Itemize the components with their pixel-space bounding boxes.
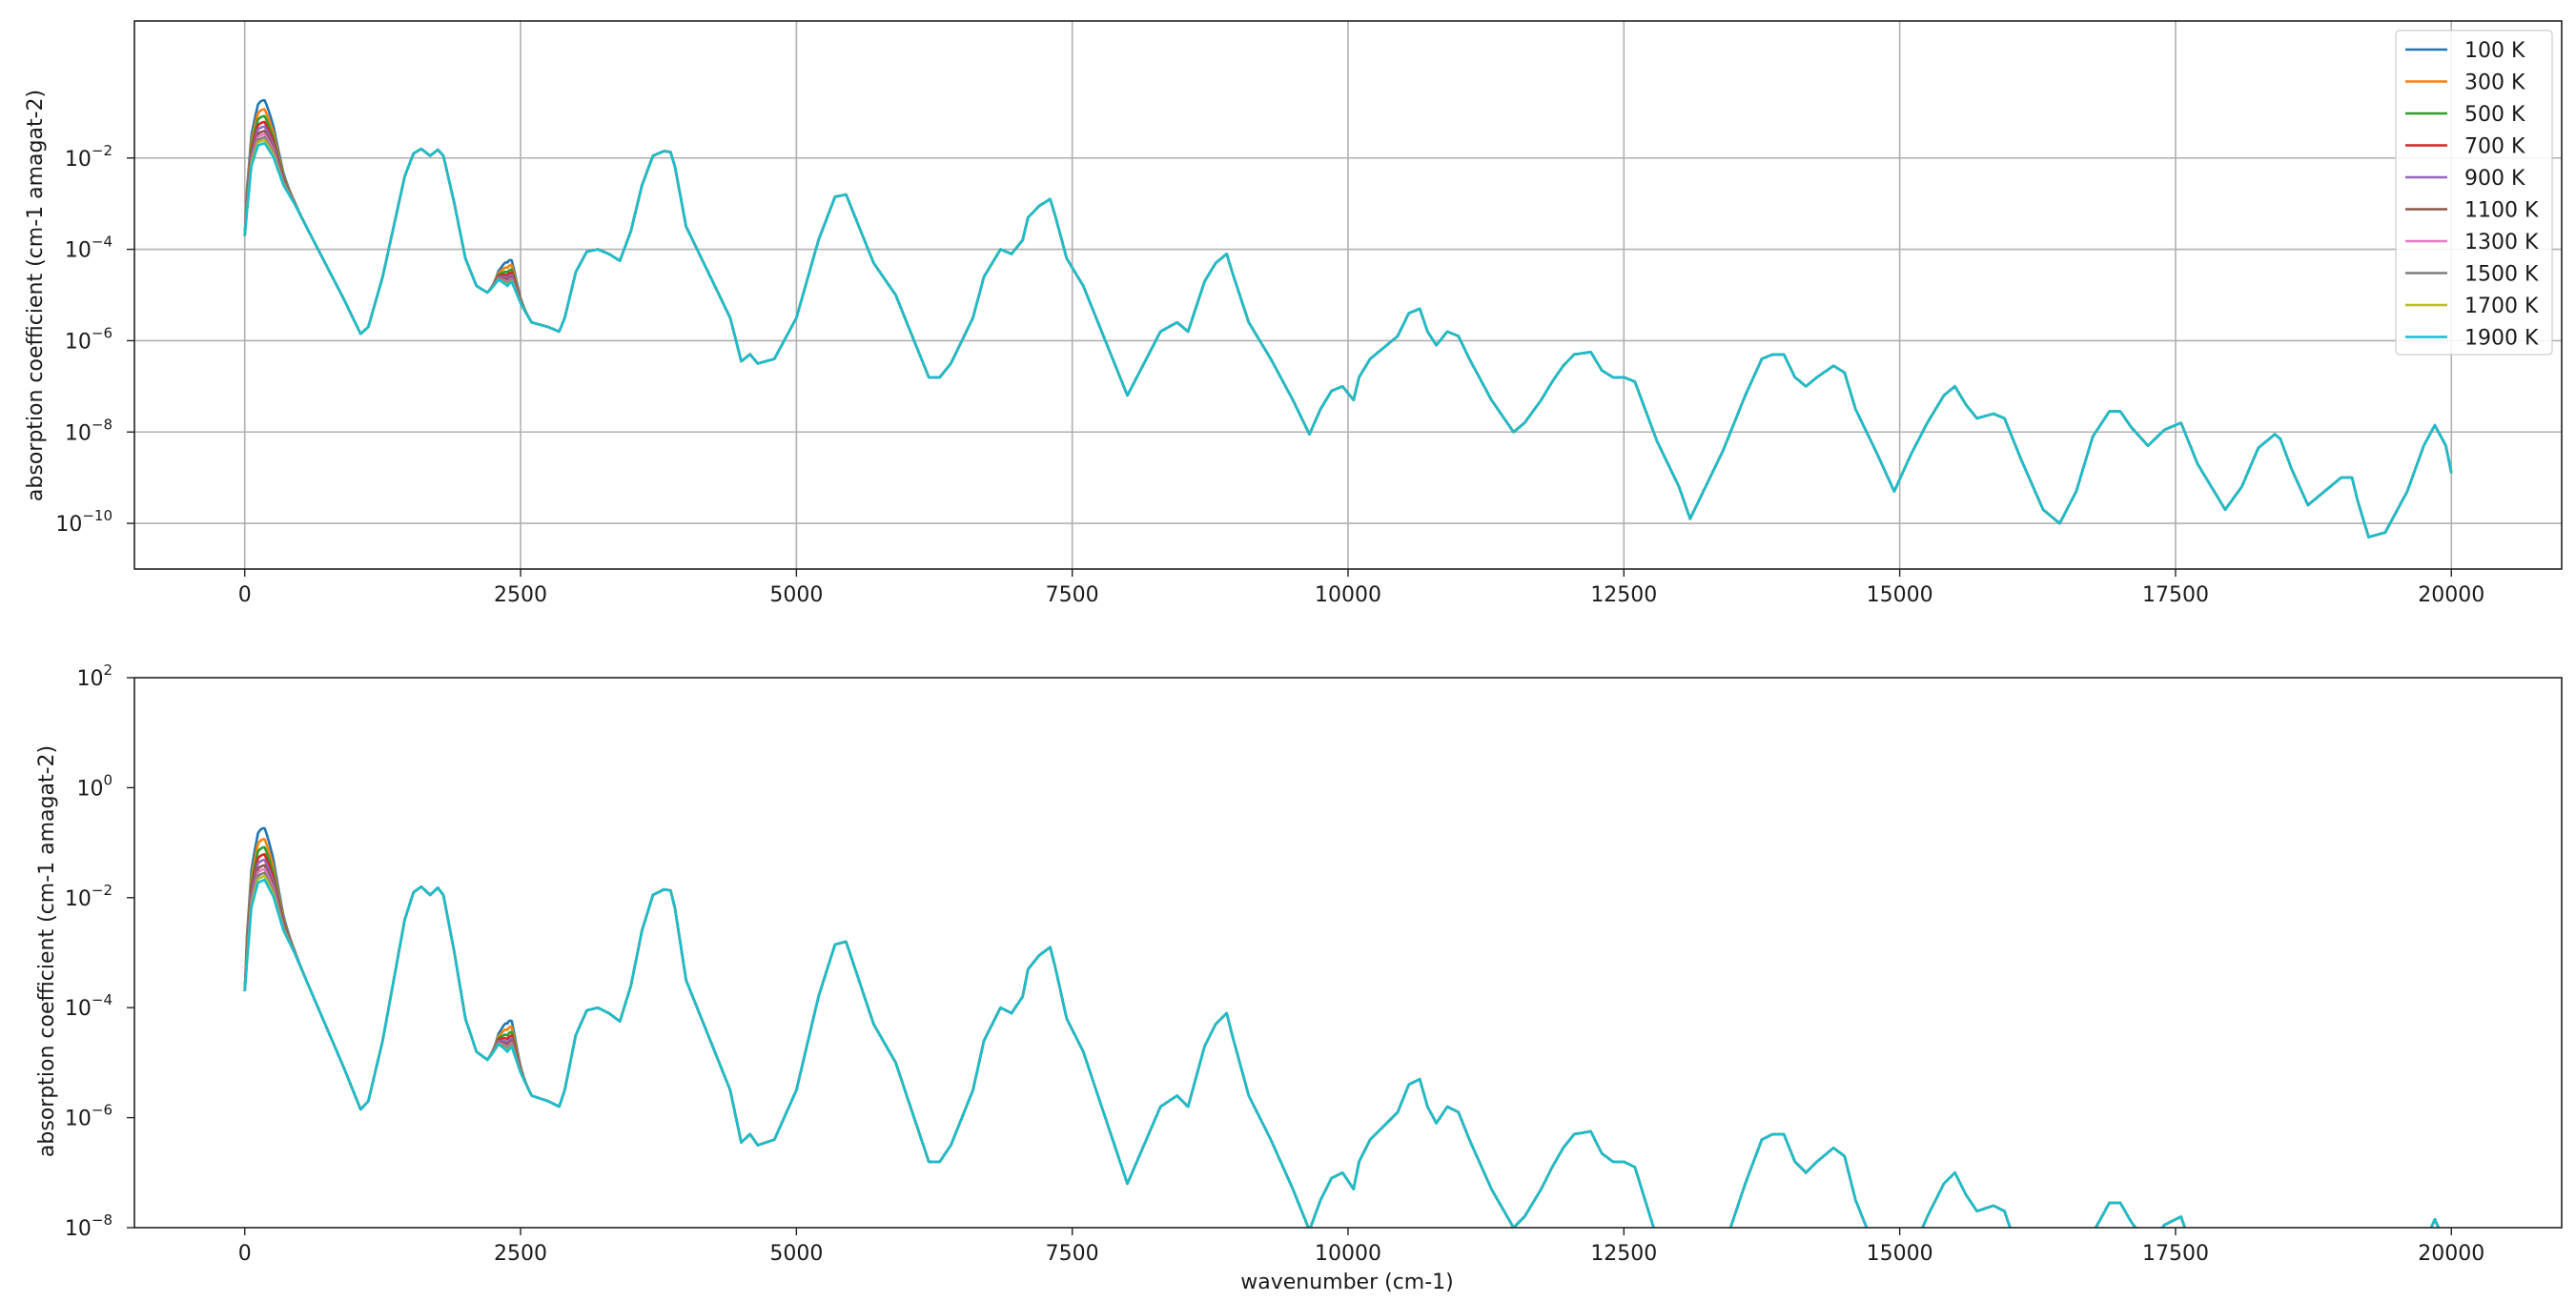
plot-frame-bottom	[133, 677, 2563, 1229]
chart-top: 0 2500 5000 7500 10000 12500 15000 17500 20000 1…	[24, 20, 2563, 607]
x-tick-label: 5000	[769, 583, 823, 607]
y-axis-label-bottom: absorption coefficient (cm-1 amagat-2)	[35, 745, 59, 1157]
y-ticks-bottom: 10−8 10−6 10−4 10−2 100 102	[65, 661, 134, 1241]
legend-entry: 1500 K	[2464, 263, 2539, 287]
x-ticks-bottom: 0 2500 5000 7500 10000 12500 15000 17500 20000	[238, 1228, 2484, 1266]
y-tick-label: 10−8	[65, 416, 112, 445]
x-tick-label: 17500	[2142, 583, 2209, 607]
x-ticks-top: 0 2500 5000 7500 10000 12500 15000 17500 20000	[238, 569, 2484, 607]
legend-entry: 1700 K	[2464, 295, 2539, 318]
series-line-1900-k	[243, 141, 2453, 539]
x-tick-label: 2500	[494, 1242, 547, 1266]
y-tick-label: 102	[76, 661, 112, 691]
legend-entry: 500 K	[2464, 103, 2525, 127]
series-line-1300-k	[243, 867, 2441, 1228]
x-tick-label: 20000	[2418, 583, 2484, 607]
x-tick-label: 12500	[1590, 1242, 1657, 1266]
x-tick-label: 20000	[2418, 1242, 2484, 1266]
legend-entry: 1100 K	[2464, 199, 2539, 223]
series-line-900-k	[243, 858, 2441, 1228]
series-line-1100-k	[243, 864, 2441, 1228]
series-line-1500-k	[243, 871, 2441, 1228]
y-ticks-top: 10−10 10−8 10−6 10−4 10−2	[55, 142, 134, 537]
y-tick-label: 10−6	[65, 324, 112, 354]
legend-entry: 1900 K	[2464, 327, 2539, 351]
grid-top	[134, 21, 2562, 569]
series-line-1900-k	[243, 878, 2441, 1228]
x-tick-label: 17500	[2142, 1242, 2209, 1266]
y-tick-label: 10−2	[65, 882, 112, 911]
y-tick-label: 10−4	[65, 234, 112, 263]
x-tick-label: 0	[238, 583, 252, 607]
y-tick-label: 10−4	[65, 991, 112, 1021]
legend-entry: 100 K	[2464, 39, 2525, 63]
x-tick-label: 5000	[769, 1242, 823, 1266]
chart-bottom: 0 2500 5000 7500 10000 12500 15000 17500 20000 1…	[35, 661, 2563, 1294]
x-tick-label: 0	[238, 1242, 252, 1266]
y-tick-label: 100	[76, 771, 112, 801]
legend-entry: 300 K	[2464, 71, 2525, 95]
y-tick-label: 10−6	[65, 1102, 112, 1131]
x-tick-label: 7500	[1046, 583, 1099, 607]
x-tick-label: 12500	[1590, 583, 1657, 607]
x-tick-label: 15000	[1867, 1242, 1933, 1266]
y-tick-label: 10−2	[65, 142, 112, 172]
x-tick-label: 10000	[1315, 583, 1381, 607]
x-axis-label-bottom: wavenumber (cm-1)	[1240, 1271, 1454, 1294]
series-group-bottom	[243, 826, 2441, 1228]
y-tick-label: 10−10	[55, 507, 112, 537]
series-line-1700-k	[243, 874, 2441, 1228]
y-tick-label: 10−8	[65, 1211, 112, 1241]
x-tick-label: 10000	[1315, 1242, 1381, 1266]
x-tick-label: 2500	[494, 583, 547, 607]
legend-entry: 1300 K	[2464, 231, 2539, 254]
legend-entry: 900 K	[2464, 167, 2525, 191]
legend-entry: 700 K	[2464, 135, 2525, 159]
y-axis-label-top: absorption coefficient (cm-1 amagat-2)	[24, 90, 48, 501]
x-tick-label: 15000	[1867, 583, 1933, 607]
legend: 100 K 300 K 500 K 700 K 900 K 1100 K 1300 K 150…	[2395, 30, 2553, 356]
series-group-top	[243, 98, 2453, 539]
x-tick-label: 7500	[1046, 1242, 1099, 1266]
